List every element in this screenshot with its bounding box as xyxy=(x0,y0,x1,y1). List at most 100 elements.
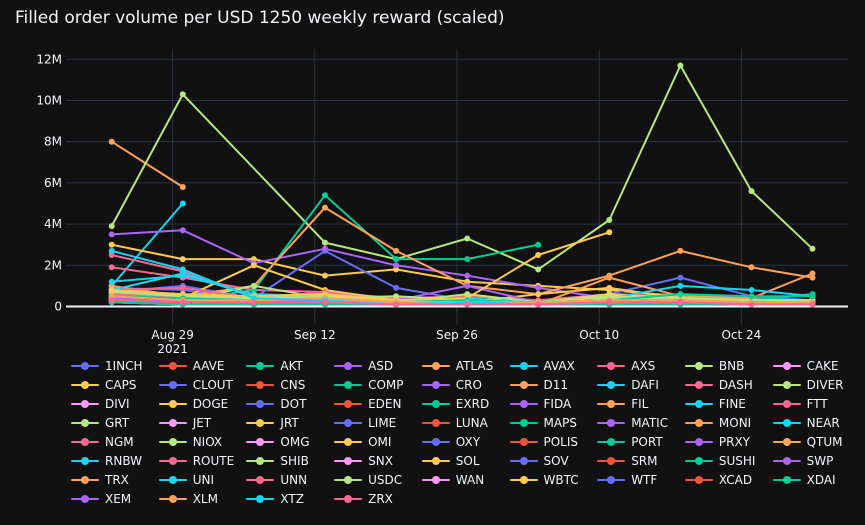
data-point[interactable] xyxy=(535,241,542,248)
data-point[interactable] xyxy=(677,282,684,289)
legend-item-xcad[interactable]: XCAD xyxy=(684,470,752,489)
data-point[interactable] xyxy=(393,256,400,263)
data-point[interactable] xyxy=(179,266,186,273)
legend-item-comp[interactable]: COMP xyxy=(333,375,404,394)
legend-item-atlas[interactable]: ATLAS xyxy=(421,356,493,375)
legend-item-bnb[interactable]: BNB xyxy=(684,356,744,375)
data-point[interactable] xyxy=(322,291,328,298)
data-point[interactable] xyxy=(179,299,186,306)
legend-item-zrx[interactable]: ZRX xyxy=(333,489,393,508)
legend-item-diver[interactable]: DIVER xyxy=(772,375,844,394)
legend-item-oxy[interactable]: OXY xyxy=(421,432,480,451)
legend-item-lime[interactable]: LIME xyxy=(333,413,396,432)
data-point[interactable] xyxy=(748,264,755,271)
legend-item-dash[interactable]: DASH xyxy=(684,375,753,394)
legend-item-akt[interactable]: AKT xyxy=(245,356,303,375)
data-point[interactable] xyxy=(393,293,400,300)
data-point[interactable] xyxy=(677,62,684,69)
legend-item-grt[interactable]: GRT xyxy=(70,413,129,432)
data-point[interactable] xyxy=(108,231,115,238)
legend-item-fida[interactable]: FIDA xyxy=(509,394,571,413)
legend-item-wbtc[interactable]: WBTC xyxy=(509,470,579,489)
data-point[interactable] xyxy=(250,262,257,269)
legend-item-aave[interactable]: AAVE xyxy=(158,356,224,375)
legend-item-cro[interactable]: CRO xyxy=(421,375,482,394)
data-point[interactable] xyxy=(535,284,542,291)
series-zrx[interactable] xyxy=(108,297,816,308)
data-point[interactable] xyxy=(677,274,684,281)
data-point[interactable] xyxy=(606,217,613,223)
data-point[interactable] xyxy=(748,293,755,300)
legend-item-port[interactable]: PORT xyxy=(596,432,663,451)
data-point[interactable] xyxy=(322,192,328,199)
legend-item-uni[interactable]: UNI xyxy=(158,470,214,489)
legend-item-asd[interactable]: ASD xyxy=(333,356,393,375)
data-point[interactable] xyxy=(108,297,115,304)
data-point[interactable] xyxy=(606,284,613,291)
legend-item-usdc[interactable]: USDC xyxy=(333,470,402,489)
data-point[interactable] xyxy=(108,278,115,285)
legend-item-eden[interactable]: EDEN xyxy=(333,394,401,413)
data-point[interactable] xyxy=(677,247,684,254)
legend-item-avax[interactable]: AVAX xyxy=(509,356,575,375)
legend-item-snx[interactable]: SNX xyxy=(333,451,393,470)
data-point[interactable] xyxy=(179,291,186,298)
data-point[interactable] xyxy=(535,301,542,308)
legend-item-dot[interactable]: DOT xyxy=(245,394,306,413)
legend-item-ftt[interactable]: FTT xyxy=(772,394,828,413)
data-point[interactable] xyxy=(606,293,613,300)
data-point[interactable] xyxy=(606,299,613,306)
legend-item-omi[interactable]: OMI xyxy=(333,432,391,451)
legend-item-divi[interactable]: DIVI xyxy=(70,394,130,413)
legend-item-maps[interactable]: MAPS xyxy=(509,413,577,432)
data-point[interactable] xyxy=(179,227,186,234)
legend-item-doge[interactable]: DOGE xyxy=(158,394,228,413)
legend-item-cake[interactable]: CAKE xyxy=(772,356,839,375)
data-point[interactable] xyxy=(108,287,115,293)
legend-item-swp[interactable]: SWP xyxy=(772,451,833,470)
data-point[interactable] xyxy=(748,301,755,308)
data-point[interactable] xyxy=(393,301,400,308)
legend-item-matic[interactable]: MATIC xyxy=(596,413,668,432)
data-point[interactable] xyxy=(179,184,186,190)
legend-item-wtf[interactable]: WTF xyxy=(596,470,657,489)
legend-item-caps[interactable]: CAPS xyxy=(70,375,136,394)
legend-item-xdai[interactable]: XDAI xyxy=(772,470,836,489)
data-point[interactable] xyxy=(464,256,471,263)
legend-item-shib[interactable]: SHIB xyxy=(245,451,309,470)
data-point[interactable] xyxy=(809,301,816,308)
legend-item-jrt[interactable]: JRT xyxy=(245,413,299,432)
legend-item-ngm[interactable]: NGM xyxy=(70,432,134,451)
legend-item-omg[interactable]: OMG xyxy=(245,432,310,451)
data-point[interactable] xyxy=(393,266,400,273)
legend-item-axs[interactable]: AXS xyxy=(596,356,655,375)
legend-item-xtz[interactable]: XTZ xyxy=(245,489,304,508)
data-point[interactable] xyxy=(322,272,328,279)
data-point[interactable] xyxy=(108,293,115,300)
data-point[interactable] xyxy=(677,299,684,306)
data-point[interactable] xyxy=(179,284,186,291)
data-point[interactable] xyxy=(393,262,400,269)
data-point[interactable] xyxy=(322,239,328,246)
data-point[interactable] xyxy=(464,272,471,279)
data-point[interactable] xyxy=(809,274,816,281)
legend-item-fil[interactable]: FIL xyxy=(596,394,648,413)
data-point[interactable] xyxy=(535,266,542,273)
data-point[interactable] xyxy=(179,256,186,263)
legend-item-dafi[interactable]: DAFI xyxy=(596,375,659,394)
data-point[interactable] xyxy=(393,284,400,291)
legend-item-sov[interactable]: SOV xyxy=(509,451,569,470)
data-point[interactable] xyxy=(108,138,115,145)
legend-item-near[interactable]: NEAR xyxy=(772,413,840,432)
data-point[interactable] xyxy=(464,235,471,242)
data-point[interactable] xyxy=(606,229,613,236)
legend-item-unn[interactable]: UNN xyxy=(245,470,307,489)
series-atlas[interactable] xyxy=(108,138,186,190)
data-point[interactable] xyxy=(606,274,613,281)
legend-item-rnbw[interactable]: RNBW xyxy=(70,451,142,470)
data-point[interactable] xyxy=(250,295,257,302)
data-point[interactable] xyxy=(677,291,684,298)
legend-item-cns[interactable]: CNS xyxy=(245,375,305,394)
data-point[interactable] xyxy=(322,245,328,252)
legend-item-xem[interactable]: XEM xyxy=(70,489,131,508)
